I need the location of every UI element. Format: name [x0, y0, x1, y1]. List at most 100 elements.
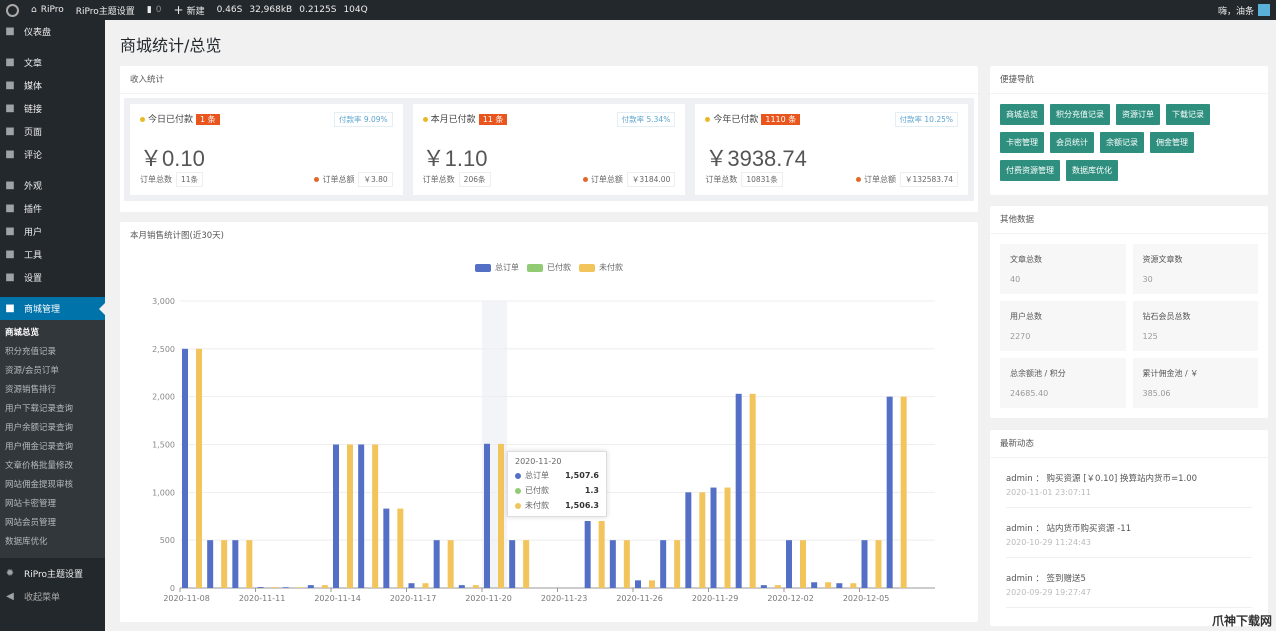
bar-总订单-2020-12-02[interactable]: [786, 540, 792, 588]
bar-总订单-2020-11-18[interactable]: [433, 540, 440, 588]
submenu-item[interactable]: 网站卡密管理: [5, 499, 57, 509]
bar-总订单-2020-11-30[interactable]: [735, 393, 742, 588]
bar-未付款-2020-11-21[interactable]: [523, 540, 530, 588]
bar-未付款-2020-11-16[interactable]: [397, 508, 404, 588]
quick-nav-button[interactable]: 卡密管理: [1000, 132, 1044, 153]
quick-nav-button[interactable]: 数据库优化: [1066, 160, 1118, 181]
bar-未付款-2020-12-05[interactable]: [875, 540, 882, 588]
bar-总订单-2020-11-27[interactable]: [660, 540, 667, 588]
bar-未付款-2020-11-20[interactable]: [498, 443, 504, 588]
quick-nav-button[interactable]: 会员统计: [1050, 132, 1094, 153]
site-link[interactable]: ⌂ RiPro: [31, 5, 64, 15]
bar-总订单-2020-12-06[interactable]: [886, 396, 893, 588]
bar-未付款-2020-11-17[interactable]: [422, 583, 429, 588]
quick-nav-button[interactable]: 佣金管理: [1150, 132, 1194, 153]
submenu-item[interactable]: 商城总览: [5, 328, 40, 338]
quick-nav-button[interactable]: 付费资源管理: [1000, 160, 1060, 181]
sidebar-item-3[interactable]: ■ 链接: [5, 102, 43, 115]
bar-总订单-2020-11-12[interactable]: [282, 587, 289, 588]
bar-未付款-2020-12-04[interactable]: [850, 583, 857, 588]
bar-总订单-2020-11-28[interactable]: [685, 492, 692, 588]
bar-未付款-2020-11-09[interactable]: [221, 540, 228, 588]
wordpress-logo-icon[interactable]: [0, 0, 25, 20]
series-dot-icon: [515, 487, 521, 494]
quick-nav-button[interactable]: 资源订单: [1116, 104, 1160, 125]
quick-nav-button[interactable]: 余额记录: [1100, 132, 1144, 153]
sidebar-item-8[interactable]: ■ 用户: [5, 225, 43, 238]
bar-未付款-2020-11-28[interactable]: [699, 492, 706, 588]
sidebar-item-0[interactable]: ■ 仪表盘: [5, 25, 52, 38]
submenu-item[interactable]: 资源销售排行: [5, 385, 57, 395]
sidebar-item-5[interactable]: ■ 评论: [5, 148, 43, 161]
quick-nav-button[interactable]: 积分充值记录: [1050, 104, 1110, 125]
bar-未付款-2020-11-12[interactable]: [296, 587, 303, 588]
quick-nav-button[interactable]: 下载记录: [1166, 104, 1210, 125]
submenu-item[interactable]: 网站佣金提现审核: [5, 480, 74, 490]
bar-总订单-2020-11-15[interactable]: [358, 444, 365, 589]
submenu-item[interactable]: 数据库优化: [5, 537, 48, 547]
bar-未付款-2020-12-06[interactable]: [900, 396, 907, 588]
bar-未付款-2020-11-27[interactable]: [674, 540, 681, 588]
bar-未付款-2020-11-08[interactable]: [196, 348, 202, 588]
bar-总订单-2020-12-04[interactable]: [836, 583, 843, 588]
bar-未付款-2020-11-15[interactable]: [372, 444, 379, 589]
bar-总订单-2020-11-20[interactable]: [484, 443, 490, 588]
bar-未付款-2020-12-02[interactable]: [800, 540, 806, 588]
submenu-item[interactable]: 资源/会员订单: [5, 366, 59, 376]
bar-未付款-2020-11-10[interactable]: [246, 540, 253, 588]
sidebar-item-6[interactable]: ■ 外观: [5, 179, 43, 192]
submenu-item[interactable]: 文章价格批量修改: [5, 461, 74, 471]
bar-总订单-2020-11-13[interactable]: [307, 585, 314, 588]
bar-未付款-2020-11-11[interactable]: [271, 587, 278, 588]
bar-未付款-2020-11-14[interactable]: [347, 444, 353, 589]
bar-总订单-2020-12-05[interactable]: [861, 540, 868, 588]
sidebar-item-9[interactable]: ■ 工具: [5, 248, 43, 261]
bar-未付款-2020-11-26[interactable]: [649, 580, 655, 588]
submenu-item[interactable]: 用户佣金记录查询: [5, 442, 74, 452]
legend-item[interactable]: 总订单: [475, 262, 519, 273]
legend-item[interactable]: 未付款: [579, 262, 623, 273]
sidebar-item-2[interactable]: ■ 媒体: [5, 79, 43, 92]
submenu-item[interactable]: 积分充值记录: [5, 347, 57, 357]
bar-总订单-2020-11-25[interactable]: [609, 540, 616, 588]
bar-未付款-2020-11-24[interactable]: [598, 521, 605, 588]
bar-总订单-2020-11-19[interactable]: [458, 585, 465, 588]
submenu-item[interactable]: 用户下载记录查询: [5, 404, 74, 414]
collapse-menu-button[interactable]: ◀ 收起菜单: [0, 585, 105, 608]
bar-总订单-2020-11-14[interactable]: [333, 444, 339, 589]
sidebar-item-11[interactable]: ■ 商城管理: [0, 297, 105, 320]
sidebar-item-1[interactable]: ■ 文章: [5, 56, 43, 69]
bar-未付款-2020-11-13[interactable]: [321, 585, 328, 588]
legend-item[interactable]: 已付款: [527, 262, 571, 273]
bar-总订单-2020-11-24[interactable]: [584, 521, 591, 588]
bar-未付款-2020-11-25[interactable]: [623, 540, 630, 588]
new-link[interactable]: + 新建: [173, 3, 205, 17]
bar-总订单-2020-11-17[interactable]: [408, 583, 415, 588]
theme-settings-link[interactable]: RiPro主题设置: [75, 6, 135, 17]
bar-总订单-2020-11-08[interactable]: [182, 348, 188, 588]
bar-未付款-2020-12-03[interactable]: [825, 582, 832, 588]
submenu-item[interactable]: 用户余额记录查询: [5, 423, 74, 433]
bar-总订单-2020-11-21[interactable]: [509, 540, 516, 588]
bar-未付款-2020-11-18[interactable]: [447, 540, 454, 588]
bar-总订单-2020-12-03[interactable]: [811, 582, 818, 588]
bar-未付款-2020-11-30[interactable]: [749, 393, 756, 588]
quick-nav-button[interactable]: 商城总览: [1000, 104, 1044, 125]
bar-总订单-2020-11-26[interactable]: [635, 580, 641, 588]
sidebar-item-7[interactable]: ■ 插件: [5, 202, 43, 215]
bar-未付款-2020-11-29[interactable]: [724, 487, 731, 588]
sidebar-item-10[interactable]: ■ 设置: [5, 271, 43, 284]
comments-link[interactable]: ▮ 0: [146, 5, 162, 15]
sidebar-item-4[interactable]: ■ 页面: [5, 125, 43, 138]
bar-总订单-2020-11-16[interactable]: [383, 508, 390, 588]
bar-总订单-2020-11-29[interactable]: [710, 487, 717, 588]
submenu-item[interactable]: 网站会员管理: [5, 518, 57, 528]
bar-未付款-2020-11-19[interactable]: [472, 585, 479, 588]
bar-总订单-2020-11-11[interactable]: [257, 587, 264, 588]
bar-未付款-2020-12-01[interactable]: [774, 585, 781, 588]
bar-总订单-2020-12-01[interactable]: [760, 585, 767, 588]
bar-总订单-2020-11-10[interactable]: [232, 540, 239, 588]
user-menu[interactable]: 嗨，油条: [1212, 0, 1276, 20]
bar-总订单-2020-11-09[interactable]: [207, 540, 214, 588]
sidebar-item-ripro-settings[interactable]: ✹ RiPro主题设置: [5, 567, 84, 580]
